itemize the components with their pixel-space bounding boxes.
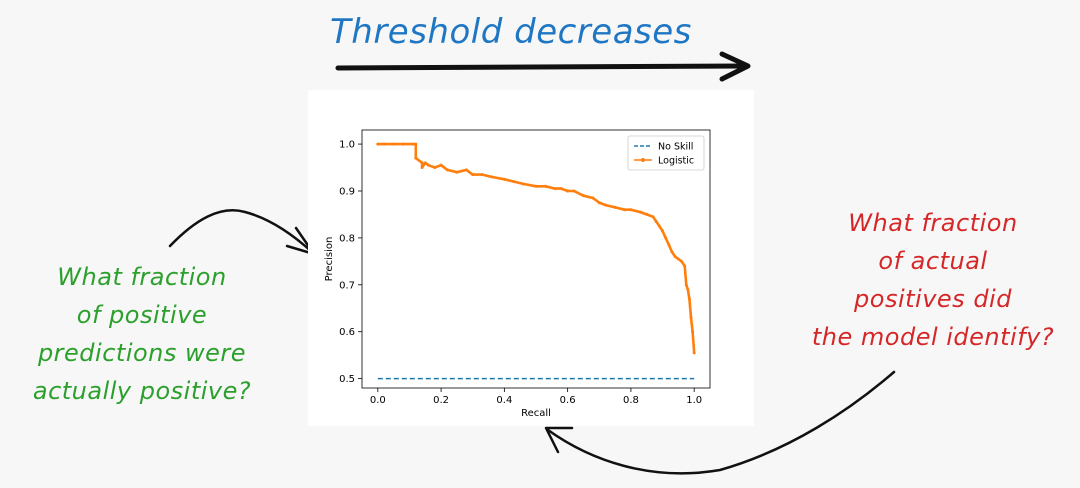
logistic-point [691,330,695,334]
logistic-point [455,170,459,174]
logistic-point [382,142,386,146]
logistic-point [661,229,665,233]
recall-annotation-line: the model identify? [811,323,1055,351]
x-tick-label: 1.0 [686,395,702,406]
logistic-point [433,166,437,170]
logistic-point [401,142,405,146]
precision-annotation: What fraction of positive predictions we… [8,258,276,410]
logistic-point [426,163,430,167]
logistic-point [543,184,547,188]
precision-annotation-line: predictions were [37,339,247,367]
logistic-point [411,142,415,146]
logistic-point [670,250,674,254]
legend-box [627,135,705,171]
logistic-point [657,224,661,228]
recall-annotation-line: positives did [854,285,1012,313]
logistic-point [445,168,449,172]
logistic-point [645,212,649,216]
logistic-point [420,161,424,165]
logistic-point [683,264,687,268]
logistic-point [471,173,475,177]
logistic-line [377,142,696,353]
logistic-point [623,208,627,212]
pr-curve-chart: 0.0 0.2 0.4 0.6 0.8 1.0 0.5 0.6 0.7 0.8 0.9 1.0 Reca… [324,129,711,419]
logistic-point [591,196,595,200]
precision-annotation-line: What fraction [57,263,227,291]
logistic-point [676,257,680,261]
logistic-point [686,287,690,291]
logistic-point [376,142,380,146]
logistic-point [664,236,668,240]
logistic-point [534,184,538,188]
x-tick-label: 0.8 [623,395,639,406]
logistic-point [673,255,677,259]
logistic-point [502,177,506,181]
logistic-point [581,194,585,198]
plot-frame [361,129,711,389]
logistic-point [638,210,642,214]
recall-annotation-line: What fraction [848,209,1018,237]
logistic-point [604,203,608,207]
right-curved-arrow [544,370,896,475]
logistic-point [629,208,633,212]
y-tick-label: 0.7 [339,280,355,291]
x-tick-label: 0.2 [433,395,449,406]
y-tick-label: 0.5 [339,374,355,385]
legend-logistic-marker [641,158,645,162]
x-tick-label: 0.6 [560,395,576,406]
legend-logistic-label: Logistic [658,156,694,167]
y-tick-label: 0.9 [339,186,355,197]
threshold-arrow [335,51,751,82]
logistic-point [392,142,396,146]
logistic-point [439,163,443,167]
recall-annotation-line: of actual [878,247,988,275]
logistic-point [521,182,525,186]
logistic-point [667,243,671,247]
logistic-point [654,219,658,223]
logistic-point [597,201,601,205]
x-axis-title: Recall [521,408,551,419]
logistic-point [420,166,424,170]
logistic-point [480,173,484,177]
logistic-point [680,259,684,263]
logistic-point [490,175,494,179]
logistic-point [692,351,696,355]
y-tick-label: 0.8 [339,233,355,244]
logistic-point [414,156,418,160]
logistic-point [687,297,691,301]
precision-annotation-line: actually positive? [32,377,252,405]
legend-no-skill-label: No Skill [658,142,693,153]
logistic-point [512,180,516,184]
logistic-point [684,283,688,287]
logistic-point [566,189,570,193]
threshold-heading: Threshold decreases [330,12,692,52]
logistic-point [423,161,427,165]
logistic-point [651,215,655,219]
logistic-point [572,189,576,193]
logistic-point [464,168,468,172]
chart-card: 0.0 0.2 0.4 0.6 0.8 1.0 0.5 0.6 0.7 0.8 0.9 1.0 Reca… [308,90,754,426]
precision-annotation-line: of positive [76,301,208,329]
recall-annotation: What fraction of actual positives did th… [786,204,1080,356]
logistic-point [553,187,557,191]
left-curved-arrow [168,209,316,256]
logistic-point [559,187,563,191]
x-tick-label: 0.0 [370,395,386,406]
y-axis-title: Precision [324,237,335,282]
logistic-point [414,142,418,146]
x-tick-label: 0.4 [496,395,512,406]
logistic-point [689,316,693,320]
y-tick-label: 0.6 [339,327,355,338]
y-tick-label: 1.0 [339,140,355,151]
logistic-point [613,205,617,209]
